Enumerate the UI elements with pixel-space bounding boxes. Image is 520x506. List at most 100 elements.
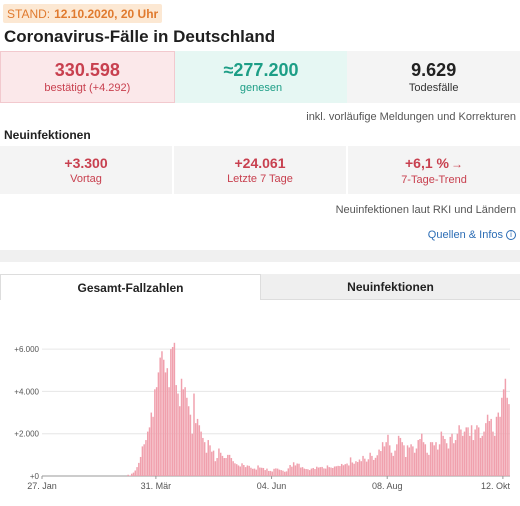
chart-bar	[502, 389, 505, 476]
chart-bar	[412, 446, 414, 476]
chart-bar	[332, 467, 334, 476]
summary-stats: 330.598 bestätigt (+4.292) ≈277.200 gene…	[0, 51, 520, 103]
chart-bar	[269, 470, 272, 476]
chart-bar	[413, 452, 416, 476]
chart-bar	[264, 470, 266, 476]
chart-bar	[196, 418, 199, 476]
sources-link-label[interactable]: Quellen & Infos	[427, 229, 503, 241]
chart-bar	[319, 467, 322, 476]
chart-bar	[207, 440, 209, 476]
chart-bar	[136, 467, 138, 476]
x-tick-label: 04. Jun	[257, 481, 287, 491]
chart-bar	[408, 447, 411, 476]
chart-bar	[406, 445, 409, 476]
chart-bar	[287, 468, 290, 476]
chart-bar	[300, 467, 302, 476]
chart-bar	[298, 463, 300, 476]
chart-bar	[424, 444, 427, 476]
x-tick-label: 31. Mär	[141, 481, 172, 491]
chart-bar	[163, 359, 165, 476]
chart-bar	[228, 454, 231, 476]
last7-value: +24.061	[234, 155, 286, 171]
chart-bar	[437, 449, 439, 476]
info-icon[interactable]: i	[506, 230, 516, 240]
chart-bar	[362, 455, 364, 476]
confirmed-card: 330.598 bestätigt (+4.292)	[0, 51, 175, 103]
chart-bar	[346, 463, 348, 476]
chart-bar	[385, 442, 387, 476]
chart-bar	[148, 427, 151, 476]
chart-bar	[134, 470, 137, 476]
tab-new-infections[interactable]: Neuinfektionen	[261, 274, 520, 300]
chart-bar	[275, 468, 277, 476]
new-infections-chart: +0 +2.000 +4.000 +6.000 27. Jan 31. Mär 04. Ju…	[14, 342, 510, 491]
chart-bar	[369, 452, 371, 476]
chart-bar	[243, 465, 245, 476]
chart-bar	[195, 423, 197, 476]
chart-bar	[410, 444, 412, 476]
chart-bar	[179, 406, 181, 476]
y-tick-label: +2.000	[14, 430, 39, 439]
chart-bar	[392, 455, 395, 476]
chart-bar	[139, 456, 142, 476]
chart-bar	[250, 467, 252, 476]
chart-bar	[371, 455, 373, 476]
chart-bar	[461, 435, 464, 476]
stand-date: 12.10.2020, 20 Uhr	[54, 6, 159, 21]
chart-bar	[364, 458, 366, 476]
recovered-label: genesen	[239, 82, 283, 94]
chart-bar	[152, 416, 154, 476]
chart-bar	[344, 464, 346, 476]
chart-bar	[193, 393, 195, 476]
chart-bar	[317, 467, 320, 476]
chart-bar	[225, 458, 227, 476]
chart-bar	[380, 451, 382, 476]
chart-bar	[267, 470, 270, 476]
chart-bar	[291, 466, 293, 476]
page-title: Coronavirus-Fälle in Deutschland	[4, 27, 276, 46]
chart-bar	[280, 470, 282, 476]
chart-bar	[132, 472, 135, 476]
chart-bar	[342, 465, 345, 476]
chart-bar	[435, 442, 437, 476]
chart-bar	[453, 443, 455, 476]
chart-bar	[203, 442, 206, 476]
chart-bar	[234, 463, 236, 476]
chart-bar	[390, 452, 393, 476]
trend-value-row: +6,1 % →	[405, 154, 463, 173]
chart-bar	[417, 440, 419, 476]
chart-bar	[187, 406, 190, 476]
chart-bar	[170, 349, 172, 476]
chart-bar	[173, 342, 176, 476]
chart-bar	[442, 435, 444, 476]
chart-bar	[282, 470, 284, 476]
chart-bar	[445, 443, 448, 476]
prev-day-value: +3.300	[64, 155, 108, 171]
chart-bar	[218, 448, 220, 476]
x-tick-label: 08. Aug	[372, 481, 403, 491]
new-infections-stats: +3.300 Vortag +24.061 Letzte 7 Tage +6,1…	[0, 146, 520, 194]
chart-bar	[316, 466, 318, 476]
chart-bar	[348, 465, 350, 476]
chart-bar	[305, 469, 307, 476]
confirmed-value: 330.598	[54, 60, 120, 80]
chart-bar	[155, 387, 158, 476]
tab-total-cases[interactable]: Gesamt-Fallzahlen	[0, 274, 261, 300]
chart-bar	[335, 466, 338, 476]
chart-bar	[367, 459, 370, 476]
chart-bar	[182, 389, 185, 476]
chart-bar	[146, 431, 149, 476]
chart-bar	[246, 465, 249, 476]
chart-bar	[161, 351, 163, 476]
chart-bar	[339, 466, 341, 476]
chart-bar	[422, 442, 425, 476]
chart-bar	[328, 467, 330, 476]
chart-bar	[219, 452, 222, 476]
chart-bar	[419, 439, 421, 476]
chart-bar	[145, 440, 147, 476]
chart-bar	[372, 459, 375, 476]
trend-label: 7-Tage-Trend	[401, 173, 467, 186]
chart-bar	[460, 429, 462, 476]
chart-bar	[191, 433, 193, 476]
sources-link[interactable]: Quellen & Infos i	[428, 229, 516, 241]
